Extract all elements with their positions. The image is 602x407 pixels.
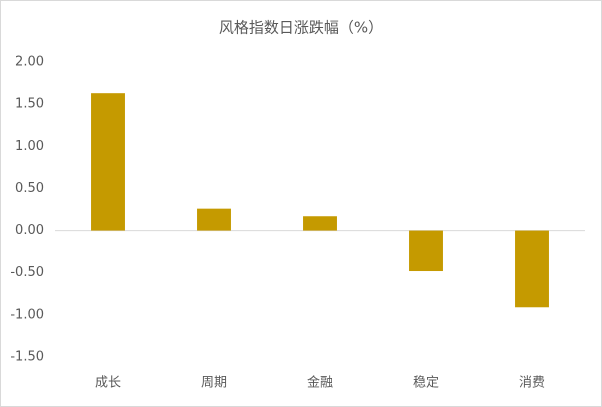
y-tick-label: -1.50 xyxy=(10,350,44,365)
y-tick-label: 0.50 xyxy=(15,181,44,196)
y-tick-label: 1.50 xyxy=(15,97,44,112)
y-tick-label: 1.00 xyxy=(15,139,44,154)
x-tick-label: 周期 xyxy=(201,376,227,391)
x-tick-label: 消费 xyxy=(519,376,545,391)
x-tick-label: 金融 xyxy=(307,375,333,391)
y-tick-label: -0.50 xyxy=(10,265,44,280)
bar xyxy=(409,230,443,272)
y-tick-label: 0.00 xyxy=(15,223,44,238)
x-tick-label: 稳定 xyxy=(413,375,439,391)
bar xyxy=(91,93,125,231)
bar xyxy=(197,208,231,231)
bar xyxy=(515,230,549,308)
bar xyxy=(303,216,337,231)
x-tick-label: 成长 xyxy=(95,376,121,391)
y-tick-label: 2.00 xyxy=(15,55,44,70)
chart-title: 风格指数日涨跌幅（%） xyxy=(219,19,383,37)
y-tick-label: -1.00 xyxy=(10,307,44,322)
